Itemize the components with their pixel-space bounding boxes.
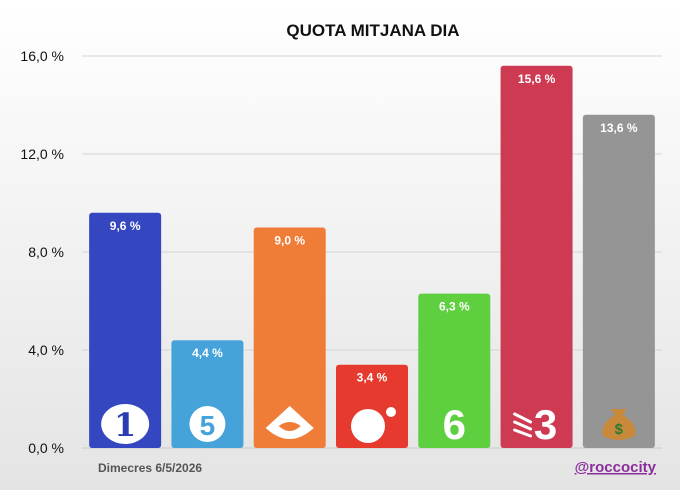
svg-text:6: 6 (443, 401, 466, 448)
cuatro-logo-icon (351, 407, 396, 443)
bar-group: 3,4 % (336, 364, 408, 448)
bars: 9,6 % 1 4,4 % 5 9,0 % 3,4 % 6,3 % 6 15,6 % 3 13,6 … (89, 65, 655, 449)
bar-value-label: 6,3 % (439, 300, 470, 314)
telecinco-logo-icon: 5 (189, 406, 226, 442)
footer-date: Dimecres 6/5/2026 (98, 461, 202, 475)
bar-group: 4,4 % 5 (171, 340, 244, 448)
bar (253, 227, 326, 448)
footer-handle: @roccocity (575, 459, 657, 476)
y-tick-label: 0,0 % (28, 440, 64, 456)
bar-group: 13,6 % $ (582, 114, 655, 449)
bar-value-label: 9,6 % (110, 219, 141, 233)
bar (89, 212, 162, 448)
money-bag-icon: $ (602, 409, 636, 440)
svg-text:5: 5 (200, 410, 216, 441)
bar (171, 340, 244, 448)
la1-logo-icon: 1 (101, 404, 150, 444)
lasexta-logo-icon: 6 (443, 401, 466, 448)
bar-value-label: 15,6 % (518, 72, 556, 86)
bar (582, 114, 655, 449)
tv3-logo-icon: 3 (513, 401, 557, 448)
bar (500, 65, 573, 449)
svg-text:$: $ (615, 421, 624, 438)
y-tick-label: 12,0 % (20, 146, 64, 162)
svg-text:1: 1 (114, 406, 136, 444)
bar-group: 15,6 % 3 (500, 65, 573, 449)
bar-group: 6,3 % 6 (418, 293, 491, 448)
bar (418, 293, 491, 448)
y-tick-label: 8,0 % (28, 244, 64, 260)
svg-text:3: 3 (534, 401, 557, 448)
bar-group: 9,0 % (253, 227, 326, 448)
bar-value-label: 3,4 % (357, 371, 388, 385)
y-tick-label: 16,0 % (20, 48, 64, 64)
bar-value-label: 9,0 % (274, 234, 305, 248)
bar-value-label: 13,6 % (600, 121, 638, 135)
bar-group: 9,6 % 1 (89, 212, 162, 448)
y-tick-label: 4,0 % (28, 342, 64, 358)
bar-value-label: 4,4 % (192, 346, 223, 360)
y-axis-tick-labels: 0,0 % 4,0 % 8,0 % 12,0 % 16,0 % (20, 48, 64, 456)
chart-title: QUOTA MITJANA DIA (286, 21, 459, 40)
antena3-logo-icon (265, 406, 314, 439)
